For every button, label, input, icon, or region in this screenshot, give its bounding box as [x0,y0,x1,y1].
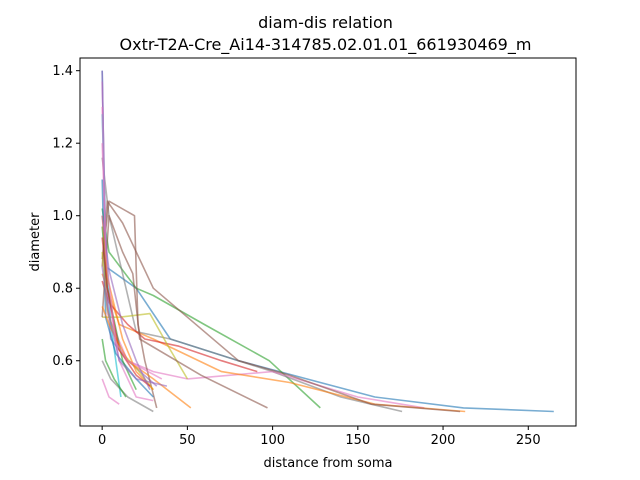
x-tick-label: 250 [516,433,541,448]
x-tick-label: 100 [260,433,285,448]
x-tick-label: 200 [431,433,456,448]
y-axis-label: diameter [28,212,43,272]
y-tick-label: 1.0 [52,209,73,224]
y-tick-label: 0.8 [52,282,73,297]
x-tick-label: 50 [179,433,196,448]
x-tick-label: 0 [98,433,106,448]
y-tick-label: 0.6 [52,354,73,369]
chart-title: diam-dis relation [258,13,393,32]
chart-subtitle: Oxtr-T2A-Cre_Ai14-314785.02.01.01_661930… [120,35,532,55]
y-tick-label: 1.2 [52,137,73,152]
x-axis-label: distance from soma [264,456,393,471]
x-tick-label: 150 [345,433,370,448]
y-tick-label: 1.4 [52,64,73,79]
